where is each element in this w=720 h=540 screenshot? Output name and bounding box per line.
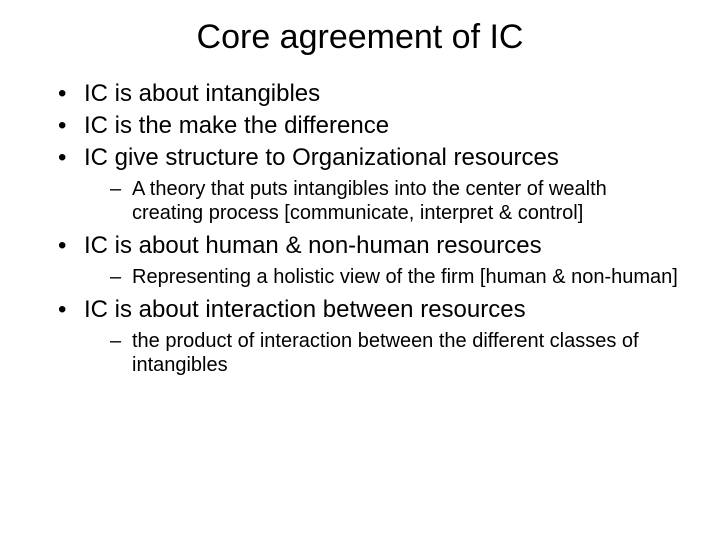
sub-list-item: Representing a holistic view of the firm… — [110, 265, 680, 289]
bullet-text: IC is about human & non-human resources — [84, 232, 542, 259]
sub-list-item: A theory that puts intangibles into the … — [110, 177, 680, 225]
list-item: IC give structure to Organizational reso… — [58, 143, 680, 225]
list-item: IC is about intangibles — [58, 79, 680, 109]
bullet-text: IC is about interaction between resource… — [84, 296, 526, 323]
bullet-text: IC give structure to Organizational reso… — [84, 144, 559, 171]
sub-bullet-text: Representing a holistic view of the firm… — [132, 266, 678, 288]
bullet-text: IC is about intangibles — [84, 80, 320, 107]
list-item: IC is about human & non-human resources … — [58, 231, 680, 289]
list-item: IC is the make the difference — [58, 111, 680, 141]
slide: Core agreement of IC IC is about intangi… — [0, 0, 720, 540]
sub-list-item: the product of interaction between the d… — [110, 329, 680, 377]
sub-list: the product of interaction between the d… — [84, 329, 680, 377]
bullet-list: IC is about intangibles IC is the make t… — [40, 79, 680, 377]
sub-bullet-text: the product of interaction between the d… — [132, 330, 639, 376]
sub-list: Representing a holistic view of the firm… — [84, 265, 680, 289]
slide-title: Core agreement of IC — [40, 18, 680, 57]
sub-list: A theory that puts intangibles into the … — [84, 177, 680, 225]
sub-bullet-text: A theory that puts intangibles into the … — [132, 178, 607, 224]
list-item: IC is about interaction between resource… — [58, 295, 680, 377]
bullet-text: IC is the make the difference — [84, 112, 389, 139]
